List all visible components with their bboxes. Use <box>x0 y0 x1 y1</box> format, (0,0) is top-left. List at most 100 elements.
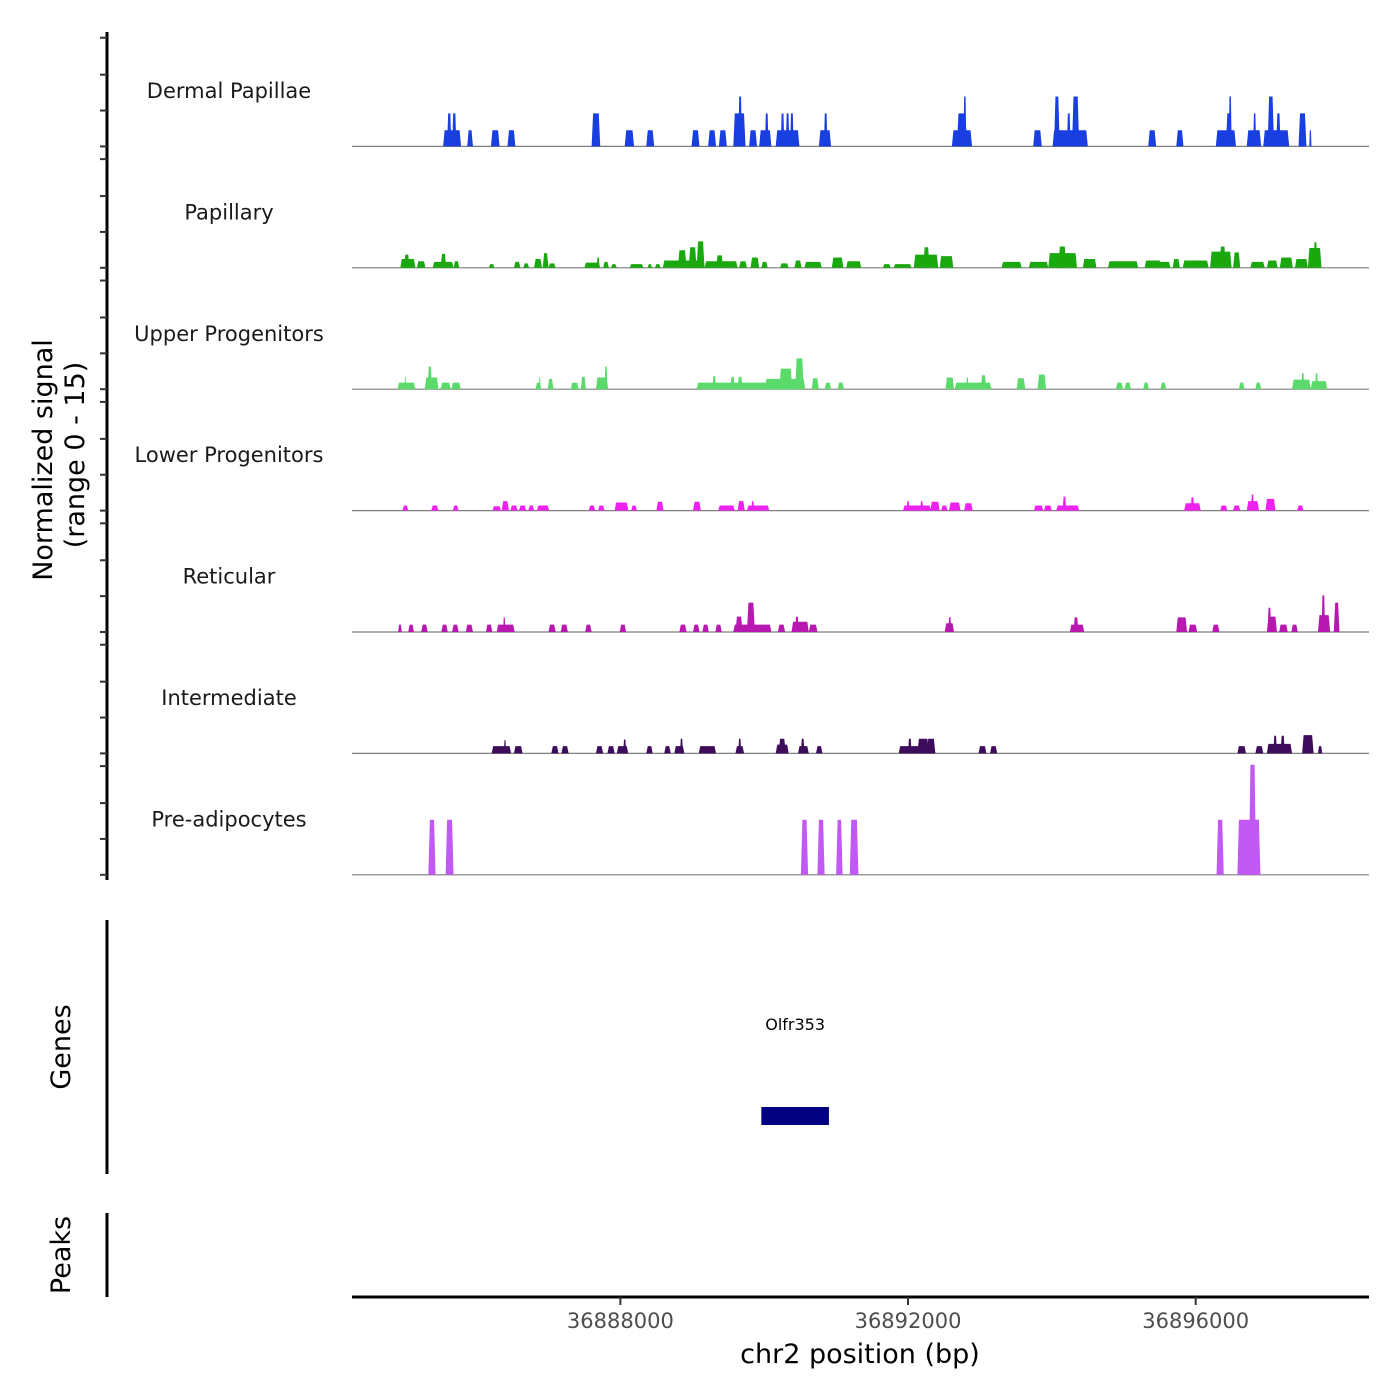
track-label: Upper Progenitors <box>134 322 324 346</box>
signal-segment <box>800 738 805 754</box>
signal-segment <box>431 505 439 511</box>
signal-segment <box>746 505 770 511</box>
signal-segment <box>441 624 448 632</box>
signal-segment <box>614 502 629 511</box>
signal-segment <box>1033 130 1042 147</box>
track-reticular: Reticular <box>183 565 1369 633</box>
signal-segment <box>831 257 844 268</box>
signal-segment <box>750 257 760 268</box>
signal-segment <box>698 746 717 754</box>
signal-segment <box>1333 602 1340 632</box>
signal-segment <box>452 505 459 511</box>
signal-segment <box>1233 505 1241 511</box>
signal-segment <box>1276 113 1281 147</box>
signal-segment <box>1054 96 1060 147</box>
signal-segment <box>966 377 969 390</box>
signal-segment <box>1267 607 1272 632</box>
signal-segment <box>800 819 809 875</box>
signal-segment <box>817 819 825 875</box>
signal-segment <box>1313 242 1318 268</box>
signal-segment <box>503 740 507 754</box>
signal-segment <box>561 746 569 754</box>
signal-segment <box>1115 382 1124 390</box>
signal-segment <box>534 259 542 268</box>
signal-segment <box>1056 505 1080 511</box>
signal-segment <box>751 501 755 511</box>
coverage-y-ticks <box>100 36 107 876</box>
signal-segment <box>780 113 785 147</box>
signal-segment <box>619 624 627 632</box>
signal-segment <box>548 624 556 632</box>
signal-segment <box>978 746 987 754</box>
signal-segment <box>811 378 819 390</box>
signal-segment <box>646 746 653 754</box>
signal-segment <box>716 255 724 268</box>
signal-segment <box>591 113 601 147</box>
signal-segment <box>1188 624 1198 632</box>
track-upper-progenitors: Upper Progenitors <box>134 322 1369 390</box>
signal-segment <box>1263 130 1290 147</box>
signal-segment <box>598 505 605 511</box>
signal-segment <box>607 746 615 754</box>
y-axis-title-line1: Normalized signal <box>28 339 59 581</box>
x-tick-label: 36892000 <box>855 1309 962 1333</box>
signal-segment <box>580 376 586 390</box>
signal-segment <box>795 358 804 390</box>
track-pre-adipocytes: Pre-adipocytes <box>151 764 1369 876</box>
signal-segment <box>427 366 432 390</box>
y-axis-title: Normalized signal (range 0 - 15) <box>28 339 91 581</box>
signal-segment <box>647 264 653 268</box>
signal-segment <box>790 113 794 147</box>
signal-segment <box>1148 130 1157 147</box>
signal-segment <box>1238 382 1245 390</box>
signal-segment <box>428 819 436 875</box>
signal-segment <box>680 738 683 754</box>
signal-segment <box>1250 261 1265 268</box>
signal-segment <box>1033 505 1044 511</box>
signal-segment <box>930 501 940 511</box>
signal-segment <box>780 263 789 268</box>
signal-segment <box>1279 624 1288 632</box>
signal-segment <box>603 261 609 268</box>
signal-segment <box>1253 113 1257 147</box>
signal-segment <box>1215 130 1236 147</box>
signal-segment <box>1265 498 1276 511</box>
signal-segment <box>823 113 828 147</box>
signal-segment <box>585 624 592 632</box>
signal-segment <box>595 746 604 754</box>
signal-segment <box>452 624 459 632</box>
track-papillary: Papillary <box>184 200 1369 269</box>
signal-segment <box>778 738 786 754</box>
signal-segment <box>1297 505 1304 511</box>
signal-segment <box>939 256 954 268</box>
signal-segment <box>397 382 416 390</box>
signal-segment <box>453 261 460 268</box>
signal-segment <box>611 264 617 268</box>
signal-segment <box>1237 746 1247 754</box>
signal-segment <box>664 746 671 754</box>
signal-segment <box>804 261 822 268</box>
signal-segment <box>1182 260 1209 268</box>
signal-segment <box>990 746 998 754</box>
signal-segment <box>795 616 799 632</box>
signal-segment <box>712 376 717 390</box>
signal-segment <box>964 503 973 511</box>
signal-segment <box>445 819 454 875</box>
signal-segment <box>737 501 745 511</box>
signal-segment <box>730 376 735 390</box>
track-intermediate: Intermediate <box>161 686 1369 755</box>
track-label: Dermal Papillae <box>147 79 311 103</box>
signal-segment <box>1176 130 1184 147</box>
signal-segment <box>693 501 701 511</box>
genes-axis-title: Genes <box>46 1004 77 1089</box>
signal-segment <box>963 96 967 147</box>
signal-segment <box>1143 382 1149 390</box>
signal-segment <box>408 624 414 632</box>
signal-segment <box>1043 505 1052 511</box>
track-dermal-papillae: Dermal Papillae <box>147 79 1369 147</box>
track-label: Lower Progenitors <box>135 443 324 467</box>
signal-segment <box>1292 379 1311 390</box>
signal-segment <box>1107 261 1139 268</box>
signal-segment <box>739 261 747 268</box>
signal-segment <box>764 113 769 147</box>
